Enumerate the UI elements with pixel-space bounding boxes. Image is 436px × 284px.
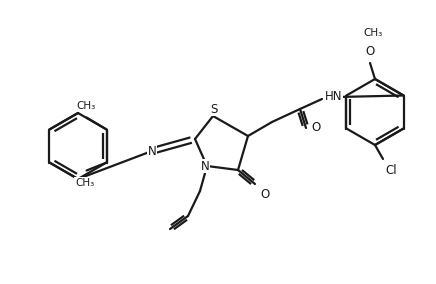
Text: HN: HN (325, 89, 343, 103)
Text: N: N (148, 145, 157, 158)
Text: O: O (365, 45, 375, 58)
Text: CH₃: CH₃ (363, 28, 383, 38)
Text: O: O (260, 188, 269, 201)
Text: Cl: Cl (385, 164, 397, 177)
Text: CH₃: CH₃ (76, 101, 95, 110)
Text: CH₃: CH₃ (75, 178, 94, 187)
Text: N: N (201, 160, 209, 172)
Text: S: S (210, 103, 218, 116)
Text: O: O (311, 120, 320, 133)
